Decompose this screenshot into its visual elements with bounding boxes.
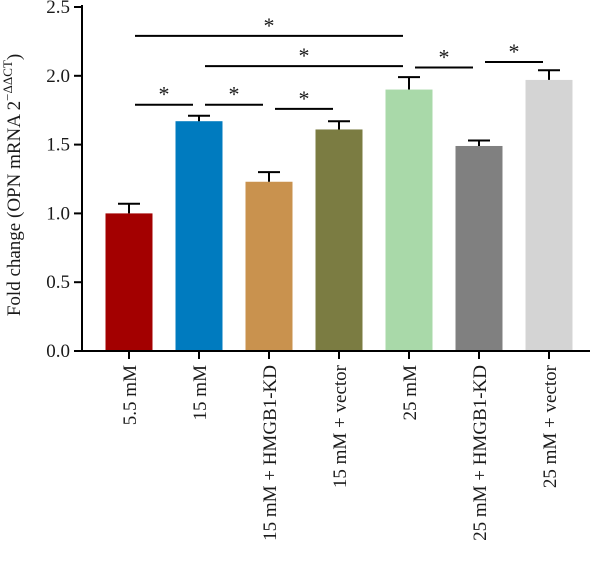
x-tick-label-1: 5.5 mM — [120, 365, 141, 425]
y-ticks-layer: 0.0 0.5 1.0 1.5 2.0 2.5 — [46, 0, 82, 362]
error-bar-3 — [258, 171, 280, 182]
y-axis-title-superscript: −ΔΔCT — [0, 60, 15, 101]
x-tick-label-4: 15 mM + vector — [330, 364, 351, 488]
y-tick-label-1: 0.0 — [46, 341, 70, 362]
y-tick-label-3: 1.0 — [46, 203, 70, 224]
y-axis-title-main: Fold change (OPN mRNA 2 — [4, 101, 25, 316]
significance-layer: * * * * * * * — [135, 13, 543, 111]
significance-star-4: * — [229, 82, 240, 107]
bar-3 — [245, 181, 293, 351]
bar-5 — [385, 89, 433, 351]
significance-star-5: * — [299, 86, 310, 111]
bar-2 — [175, 121, 223, 351]
error-bars-layer — [118, 69, 560, 214]
y-tick-label-4: 1.5 — [46, 135, 70, 156]
bar-7 — [525, 79, 573, 351]
x-tick-label-2: 15 mM — [190, 365, 211, 421]
x-labels-layer: 5.5 mM 15 mM 15 mM + HMGB1-KD 15 mM + vecto… — [120, 351, 561, 541]
error-bar-7 — [538, 69, 560, 80]
y-tick-label-2: 0.5 — [46, 272, 70, 293]
significance-star-1: * — [264, 13, 275, 38]
axes-layer — [81, 5, 590, 352]
error-bar-2 — [188, 114, 210, 122]
significance-star-2: * — [299, 43, 310, 68]
svg-text:Fold change (OPN mRNA 2−ΔΔCT): Fold change (OPN mRNA 2−ΔΔCT) — [0, 54, 25, 316]
x-tick-label-6: 25 mM + HMGB1-KD — [470, 365, 491, 541]
x-tick-label-3: 15 mM + HMGB1-KD — [260, 365, 281, 541]
significance-star-6: * — [439, 45, 450, 70]
significance-star-7: * — [509, 39, 520, 64]
x-tick-label-7: 25 mM + vector — [540, 364, 561, 488]
bar-4 — [315, 129, 363, 351]
x-tick-label-5: 25 mM — [400, 365, 421, 421]
bar-6 — [455, 145, 503, 351]
y-tick-label-5: 2.0 — [46, 66, 70, 87]
y-axis-title-close: ) — [4, 54, 25, 60]
bars-layer — [105, 79, 573, 351]
error-bar-4 — [328, 120, 350, 130]
y-tick-label-6: 2.5 — [46, 0, 70, 18]
error-bar-6 — [468, 139, 490, 146]
error-bar-5 — [398, 76, 420, 90]
y-axis-title: Fold change (OPN mRNA 2−ΔΔCT) — [0, 54, 25, 316]
significance-star-3: * — [159, 82, 170, 107]
error-bar-1 — [118, 202, 140, 214]
bar-1 — [105, 213, 153, 351]
